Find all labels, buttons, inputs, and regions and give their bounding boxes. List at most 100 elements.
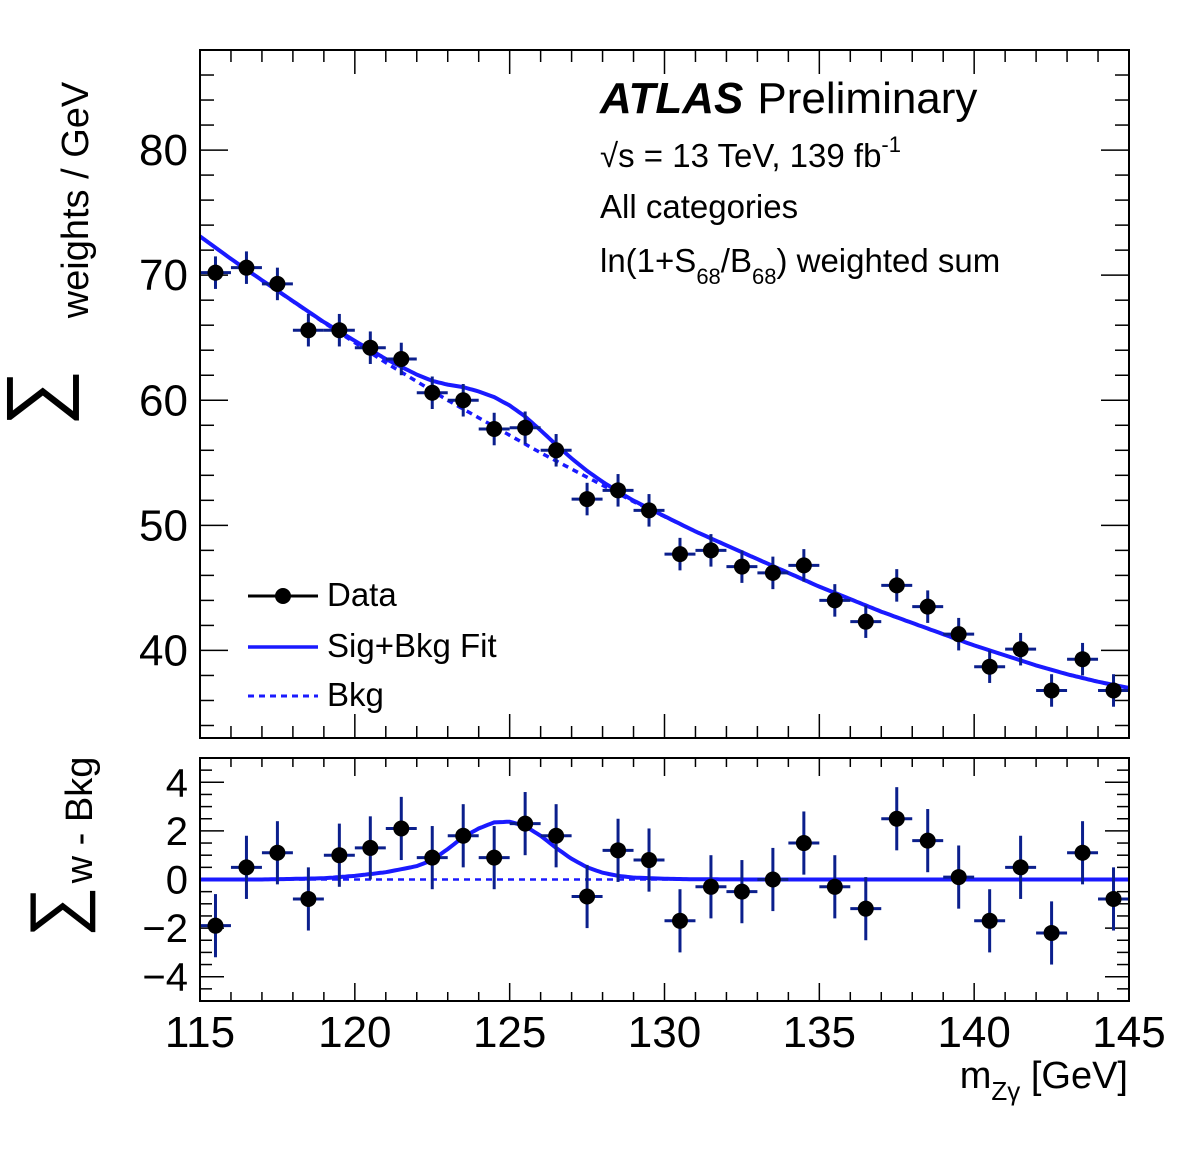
main-data-point [207, 264, 224, 281]
main-data-point [888, 577, 905, 594]
legend: Data Sig+Bkg Fit Bkg [248, 576, 497, 713]
residual-data-point [300, 890, 317, 907]
residual-data-point [393, 820, 410, 837]
x-axis-label: mZγ [GeV] [960, 1055, 1128, 1106]
main-data-point [981, 658, 998, 675]
residual-data-point [1074, 844, 1091, 861]
residual-y-axis-label: ∑ w - Bkg [16, 757, 101, 938]
weighting-label: ln(1+S68/B68) weighted sum [600, 242, 1000, 289]
energy-lumi-superscript: -1 [881, 132, 901, 157]
residual-panel: 115 120 125 130 135 140 145 −4 −20 2 4 [142, 757, 1166, 1057]
main-data-point [795, 557, 812, 574]
x-tick-label: 140 [937, 1008, 1010, 1057]
residual-y-tick-label: −4 [142, 956, 188, 1000]
residual-data-point [733, 883, 750, 900]
residual-y-sum-symbol: ∑ [16, 886, 96, 937]
residual-data-point [671, 912, 688, 929]
x-tick-label: 115 [165, 1008, 235, 1057]
main-y-tick-label: 50 [139, 501, 188, 550]
main-data-point [733, 558, 750, 575]
residual-data-point [981, 912, 998, 929]
main-data-point [764, 564, 781, 581]
main-y-sum-symbol: ∑ [0, 369, 79, 426]
residual-y-tick-label: −2 [142, 907, 188, 951]
residual-data-point [1043, 924, 1060, 941]
main-data-point [517, 419, 534, 436]
main-data-point [579, 491, 596, 508]
residual-y-tick-label: 2 [166, 810, 188, 854]
main-data-point [393, 350, 410, 367]
main-data-point [362, 339, 379, 356]
legend-fit-label: Sig+Bkg Fit [327, 627, 497, 664]
residual-data-point [455, 827, 472, 844]
main-data-point [238, 259, 255, 276]
residual-fit-curves [200, 819, 1129, 882]
residual-data-point [950, 869, 967, 886]
legend-data-marker [275, 588, 291, 604]
main-data-points [200, 251, 1129, 707]
residual-data-point [888, 810, 905, 827]
residual-data-point [919, 832, 936, 849]
residual-data-point [826, 878, 843, 895]
residual-axis-ticks: 115 120 125 130 135 140 145 −4 −20 2 4 [142, 757, 1166, 1057]
main-y-tick-label: 60 [139, 376, 188, 425]
residual-data-point [641, 852, 658, 869]
main-axis-ticks: 40 50 60 70 80 [139, 49, 1130, 738]
main-data-point [548, 442, 565, 459]
residual-data-points [200, 787, 1129, 965]
x-tick-label: 125 [473, 1008, 546, 1057]
residual-data-point [362, 839, 379, 856]
main-data-point [1043, 682, 1060, 699]
residual-data-point [702, 878, 719, 895]
main-data-point [331, 322, 348, 339]
atlas-label: ATLAS [599, 74, 743, 123]
residual-y-tick-label: 4 [166, 761, 188, 805]
bkg-curve [198, 234, 1130, 690]
x-tick-label: 120 [318, 1008, 391, 1057]
main-data-point [919, 598, 936, 615]
main-data-point [455, 392, 472, 409]
x-tick-label: 130 [628, 1008, 701, 1057]
main-data-point [610, 482, 627, 499]
legend-data-label: Data [327, 576, 397, 613]
status-label: Preliminary [757, 74, 977, 123]
energy-lumi-label: √s = 13 TeV, 139 fb-1 [600, 132, 901, 174]
residual-y-tick-label: 0 [166, 859, 188, 903]
main-panel: 40 50 60 70 80 [139, 49, 1130, 739]
sig-bkg-fit-curve [198, 234, 1130, 690]
residual-data-point [579, 888, 596, 905]
residual-data-point [548, 827, 565, 844]
residual-data-point [517, 815, 534, 832]
main-y-tick-label: 80 [139, 126, 188, 175]
main-data-point [1074, 651, 1091, 668]
main-data-point [826, 592, 843, 609]
main-y-tick-label: 70 [139, 251, 188, 300]
main-data-point [1012, 641, 1029, 658]
main-data-point [671, 546, 688, 563]
residual-data-point [610, 842, 627, 859]
main-plot-frame [199, 49, 1130, 739]
residual-data-point [857, 900, 874, 917]
main-data-point [424, 384, 441, 401]
experiment-label: ATLAS Preliminary [599, 74, 977, 123]
residual-data-point [424, 849, 441, 866]
main-data-point [1105, 682, 1122, 699]
main-y-axis-label: ∑ weights / GeV [0, 81, 97, 426]
residual-data-point [331, 847, 348, 864]
residual-data-point [486, 849, 503, 866]
residual-data-point [1105, 890, 1122, 907]
main-data-point [486, 421, 503, 438]
residual-plot-frame [199, 757, 1130, 1002]
residual-signal-curve [200, 819, 1129, 882]
category-label: All categories [600, 188, 798, 225]
main-y-tick-label: 40 [139, 626, 188, 675]
main-data-point [269, 275, 286, 292]
x-tick-label: 145 [1092, 1008, 1165, 1057]
main-y-label-text: weights / GeV [55, 81, 97, 319]
main-data-point [702, 542, 719, 559]
residual-data-point [207, 917, 224, 934]
main-data-point [950, 626, 967, 643]
main-data-point [857, 613, 874, 630]
residual-y-label-text: w - Bkg [59, 757, 101, 885]
